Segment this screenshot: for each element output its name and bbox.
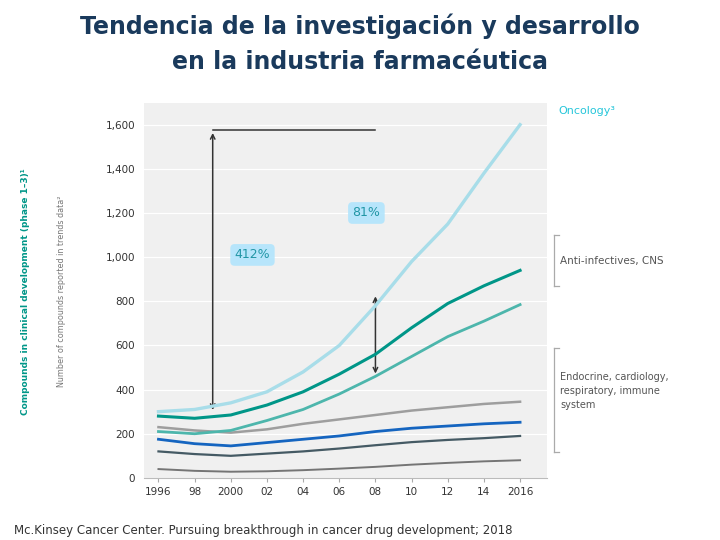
Text: Anti-infectives, CNS: Anti-infectives, CNS [560,256,664,266]
Text: Number of compounds reported in trends data²: Number of compounds reported in trends d… [57,196,66,387]
Text: 412%: 412% [235,248,270,261]
Text: Endocrine, cardiology,
respiratory, immune
system: Endocrine, cardiology, respiratory, immu… [560,373,669,410]
Text: Oncology³: Oncology³ [558,106,615,116]
Text: Compounds in clinical development (phase 1–3)¹: Compounds in clinical development (phase… [21,168,30,415]
Text: Mc.Kinsey Cancer Center. Pursuing breakthrough in cancer drug development; 2018: Mc.Kinsey Cancer Center. Pursuing breakt… [14,524,513,537]
Text: Tendencia de la investigación y desarrollo: Tendencia de la investigación y desarrol… [80,14,640,39]
Text: 81%: 81% [353,206,380,219]
Text: en la industria farmacéutica: en la industria farmacéutica [172,50,548,73]
